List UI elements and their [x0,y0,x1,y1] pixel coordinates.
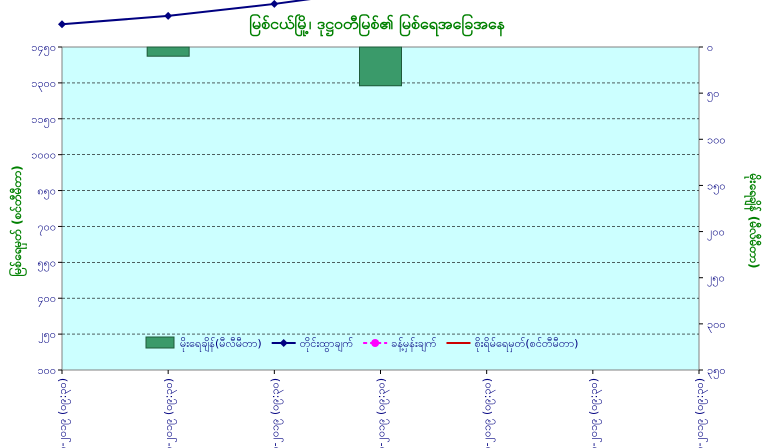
measured-point [164,11,173,20]
x-tick-label: ၁၇-၇-၂၀၁၉ (၀၉:၃၀) [375,378,390,448]
measured-point [270,0,279,8]
legend-label: စိုးရိမ်ရေမှတ်(စင်တီမီတာ) [474,337,578,352]
left-tick-label: ၁၄၅၀ [31,41,56,56]
right-tick-label: ၃၀၀ [707,318,726,333]
left-axis-ticks: ၁၀၀ ၂၅၀ ၄၀၀ ၅၅၀ ၇၀၀ ၈၅၀ ၁၀၀၀ ၁၁၅၀ ၁၃၀၀ ၁၄၅၀ [31,41,62,377]
right-tick-label: ၅၀ [707,87,719,102]
x-tick-label: ၁၅-၇-၂၀၁၉ (၀၉:၃၀) [162,378,177,448]
legend-item: တိုင်းထွာချက် [271,337,354,352]
left-tick-label: ၁၃၀၀ [31,77,56,92]
rain-bar [359,46,402,87]
rain-bar [146,46,190,57]
legend-item: စိုးရိမ်ရေမှတ်(စင်တီမီတာ) [446,337,578,352]
right-tick-label: ၃၅၀ [707,364,726,379]
right-tick-label: ၂၀၀ [707,226,725,241]
left-tick-label: ၁၀၀ [37,364,56,377]
right-tick-label: ၁၀၀ [707,133,726,146]
left-tick-label: ၅၅၀ [37,256,56,271]
series-lines [58,0,311,29]
chart-title: မြစ်ငယ်မြို့၊ ဒုဋ္ဌဝတီမြစ်၏ မြစ်ရေအခြေအန… [249,13,505,37]
legend-label: ခန့်မှန်းချက် [391,337,437,352]
y-axis-left-label: မြစ်ရေမှတ် (စင်တီမီတာ) [7,165,28,276]
plot-area [61,46,700,371]
gridlines [62,82,699,335]
legend-marker [279,339,288,347]
legend-label: မိုးရေချိန်(မီလီမီတာ) [180,337,262,352]
x-tick-label: ၁၆-၇-၂၀၁၉ (၀၉:၃၀) [268,378,283,448]
right-tick-label: ၀ [707,41,713,54]
left-tick-label: ၇၀၀ [37,220,56,235]
left-tick-label: ၁၁၅၀ [31,113,56,128]
measured-point [58,20,66,29]
left-tick-label: ၄၀၀ [37,292,56,307]
legend-marker [371,339,380,347]
x-tick-label: ၁၄-၇-၂၀၁၉ (၀၉:၃၀) [56,378,71,448]
x-tick-label: ၁၈-၇-၂၀၁၉ (၀၉:၃၀) [481,378,496,448]
legend-item: မိုးရေချိန်(မီလီမီတာ) [145,336,262,352]
right-tick-label: ၂၅၀ [707,272,725,287]
x-tick-label: ၂၀-၇-၂၀၁၉ (၀၉:၃၀) [693,378,708,448]
left-tick-label: ၂၅၀ [38,328,56,343]
left-tick-label: ၁၀၀၀ [31,149,56,162]
y-axis-right-label: မိုးရေချိန် (မီလီမီတာ) [743,173,763,269]
x-tick-label: ၁၉-၇-၂၀၁၉ (၀၉:၃၀) [587,378,602,448]
right-tick-label: ၁၅၀ [707,179,726,194]
legend-item: ခန့်မှန်းချက် [363,337,437,352]
left-tick-label: ၈၅၀ [37,185,56,200]
legend-swatch [145,336,175,349]
legend: မိုးရေချိန်(မီလီမီတာ) တိုင်းထွာချက် ခန့်မှ… [145,336,578,352]
x-axis-ticks: ၁၄-၇-၂၀၁၉ (၀၉:၃၀) ၁၅-၇-၂၀၁၉ (၀၉:၃၀) ၁၆-၇-၂… [56,370,708,448]
rainfall-bars [146,46,402,87]
legend-label: တိုင်းထွာချက် [300,337,354,352]
